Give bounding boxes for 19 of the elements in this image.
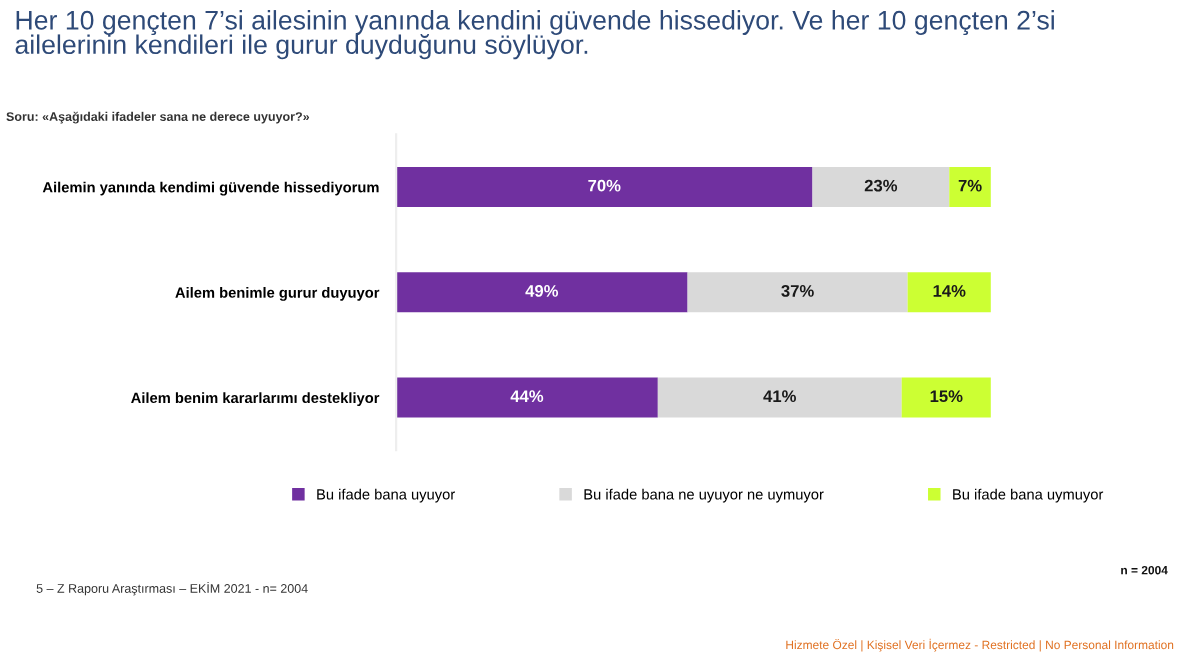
bar [687,272,908,313]
data-label: 14% [933,285,966,297]
bar [396,272,688,313]
bar [812,167,950,208]
data-label: 49% [525,284,559,297]
bar [907,272,991,313]
data-label: 23% [864,179,898,192]
data-label: 44% [510,390,544,403]
bar [396,167,813,208]
data-label: 7% [958,179,982,192]
bar [657,377,902,418]
bar [901,377,991,418]
data-label: 70% [588,179,621,192]
data-label: 41% [763,390,796,403]
chart-title: Her 10 gençten 7’si ailesinin yanında kendini güvende hissediyor. Ve her 10 gençten 2’si ailelerinin kendileri ile gurur duyduğunu söylüyor. [15,10,1054,60]
bar [396,377,658,418]
bar [949,167,991,208]
data-label: 15% [930,390,963,403]
data-label: 37% [781,284,814,297]
